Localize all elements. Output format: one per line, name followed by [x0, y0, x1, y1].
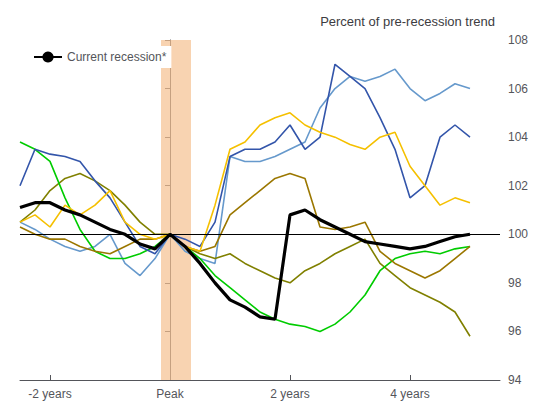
svg-text:104: 104	[508, 130, 528, 144]
svg-text:100: 100	[508, 227, 528, 241]
svg-text:2 years: 2 years	[270, 387, 309, 401]
svg-text:Percent of pre-recession trend: Percent of pre-recession trend	[320, 14, 495, 29]
svg-text:102: 102	[508, 179, 528, 193]
svg-text:96: 96	[508, 324, 522, 338]
svg-text:-2 years: -2 years	[28, 387, 71, 401]
svg-text:Peak: Peak	[156, 387, 184, 401]
svg-text:Current recession*: Current recession*	[67, 50, 167, 64]
svg-text:94: 94	[508, 373, 522, 387]
svg-text:4 years: 4 years	[390, 387, 429, 401]
svg-text:106: 106	[508, 82, 528, 96]
svg-text:108: 108	[508, 33, 528, 47]
svg-text:98: 98	[508, 276, 522, 290]
